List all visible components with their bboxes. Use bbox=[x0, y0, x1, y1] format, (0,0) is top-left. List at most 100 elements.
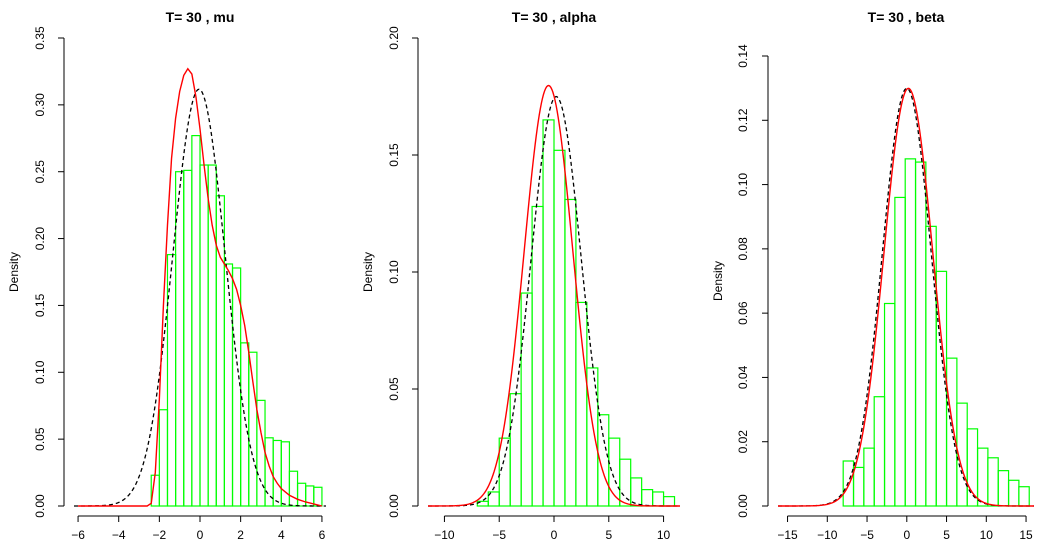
x-tick-label: −4 bbox=[112, 528, 126, 542]
histogram-bar bbox=[280, 441, 291, 507]
histogram-bar bbox=[240, 342, 250, 507]
histogram-bar bbox=[207, 164, 217, 507]
histogram-bar bbox=[498, 437, 511, 507]
histogram-bar bbox=[296, 482, 307, 507]
x-tick-label: 5 bbox=[605, 528, 612, 542]
histogram-bar bbox=[586, 367, 599, 507]
normal-density-curve bbox=[428, 95, 680, 507]
x-tick-label: 10 bbox=[980, 528, 994, 542]
y-axis: 0.00 0.05 0.10 0.15 0.20 bbox=[387, 26, 419, 518]
histogram-bar bbox=[542, 119, 555, 507]
y-tick-label: 0.08 bbox=[736, 237, 750, 261]
x-tick-label: 0 bbox=[197, 528, 204, 542]
histogram-bar bbox=[987, 457, 999, 507]
histogram-bar bbox=[873, 396, 886, 507]
histogram-bar bbox=[641, 489, 654, 507]
histogram-bar bbox=[966, 428, 979, 507]
y-axis: 0.00 0.05 0.10 0.15 0.20 0.25 0.30 0.35 bbox=[33, 26, 65, 518]
histogram-bar bbox=[183, 169, 193, 507]
x-tick-label: 10 bbox=[657, 528, 671, 542]
y-axis-label: Density bbox=[711, 261, 725, 301]
histogram-bar bbox=[158, 409, 169, 507]
histogram-bar bbox=[313, 486, 323, 507]
y-tick-label: 0.30 bbox=[33, 93, 47, 117]
y-tick-label: 0.00 bbox=[736, 494, 750, 518]
kernel-density-curve bbox=[78, 67, 323, 507]
x-tick-label: −2 bbox=[153, 528, 167, 542]
histogram-bar bbox=[997, 470, 1010, 507]
histogram-bar bbox=[288, 470, 299, 507]
histogram-bar bbox=[914, 161, 927, 507]
y-tick-label: 0.05 bbox=[387, 377, 401, 401]
histogram-bar bbox=[166, 254, 177, 507]
histogram-bar bbox=[894, 196, 906, 507]
kernel-density-curve bbox=[428, 84, 680, 507]
histogram-bar bbox=[652, 491, 665, 507]
histogram-bar bbox=[248, 351, 258, 507]
x-axis: −10 −5 0 5 10 bbox=[434, 515, 671, 542]
y-axis-label: Density bbox=[361, 252, 375, 292]
x-tick-label: 2 bbox=[237, 528, 244, 542]
chart-title: T= 30 , mu bbox=[166, 9, 235, 25]
histogram-bar bbox=[619, 458, 632, 507]
y-tick-label: 0.04 bbox=[736, 365, 750, 389]
x-tick-label: −15 bbox=[777, 528, 798, 542]
y-tick-label: 0.10 bbox=[736, 173, 750, 197]
y-tick-label: 0.20 bbox=[387, 26, 401, 50]
histogram-bar bbox=[564, 198, 577, 507]
histogram-bar bbox=[199, 164, 209, 507]
x-tick-label: −10 bbox=[817, 528, 838, 542]
x-tick-label: −10 bbox=[434, 528, 455, 542]
x-tick-label: 0 bbox=[551, 528, 558, 542]
x-tick-label: 15 bbox=[1019, 528, 1033, 542]
histogram-bar bbox=[904, 158, 917, 507]
y-tick-label: 0.10 bbox=[33, 360, 47, 384]
histogram-bar bbox=[531, 205, 544, 507]
histogram-bar bbox=[509, 393, 522, 507]
x-tick-label: 6 bbox=[319, 528, 326, 542]
x-tick-label: 0 bbox=[903, 528, 910, 542]
histogram-bar bbox=[231, 267, 242, 507]
y-tick-label: 0.15 bbox=[33, 293, 47, 317]
y-tick-label: 0.15 bbox=[387, 143, 401, 167]
y-tick-label: 0.12 bbox=[736, 108, 750, 132]
x-tick-label: −5 bbox=[860, 528, 874, 542]
y-tick-label: 0.10 bbox=[387, 260, 401, 284]
normal-density-curve bbox=[778, 87, 1034, 507]
y-tick-label: 0.00 bbox=[33, 494, 47, 518]
histogram-bar bbox=[272, 439, 282, 507]
x-axis: −15 −10 −5 0 5 10 15 bbox=[777, 515, 1033, 542]
histogram-bar bbox=[863, 447, 875, 507]
histogram-bars bbox=[150, 135, 323, 507]
histogram-bars bbox=[842, 158, 1030, 507]
y-tick-label: 0.35 bbox=[33, 26, 47, 50]
y-tick-label: 0.00 bbox=[387, 494, 401, 518]
y-axis-label: Density bbox=[7, 252, 21, 292]
histogram-bar bbox=[976, 447, 989, 507]
y-tick-label: 0.02 bbox=[736, 430, 750, 454]
kernel-density-curve bbox=[778, 87, 1034, 507]
histogram-bar bbox=[1018, 486, 1030, 507]
histogram-bar bbox=[553, 149, 566, 507]
y-tick-label: 0.25 bbox=[33, 160, 47, 184]
x-axis: −6 −4 −2 0 2 4 6 bbox=[71, 515, 326, 542]
histogram-bar bbox=[223, 263, 234, 507]
x-tick-label: 5 bbox=[943, 528, 950, 542]
chart-title: T= 30 , alpha bbox=[512, 9, 597, 25]
x-tick-label: −5 bbox=[492, 528, 506, 542]
y-tick-label: 0.14 bbox=[736, 44, 750, 68]
histogram-bar bbox=[662, 496, 676, 507]
histogram-bar bbox=[215, 195, 225, 507]
y-tick-label: 0.06 bbox=[736, 301, 750, 325]
histogram-bar bbox=[1007, 479, 1020, 507]
x-tick-label: −6 bbox=[71, 528, 85, 542]
chart-title: T= 30 , beta bbox=[868, 9, 945, 25]
histogram-bar bbox=[852, 466, 865, 507]
y-axis: 0.00 0.02 0.04 0.06 0.08 0.10 0.12 0.14 bbox=[736, 44, 769, 518]
normal-density-curve bbox=[74, 88, 326, 507]
y-tick-label: 0.20 bbox=[33, 227, 47, 251]
histogram-bar bbox=[520, 292, 533, 507]
